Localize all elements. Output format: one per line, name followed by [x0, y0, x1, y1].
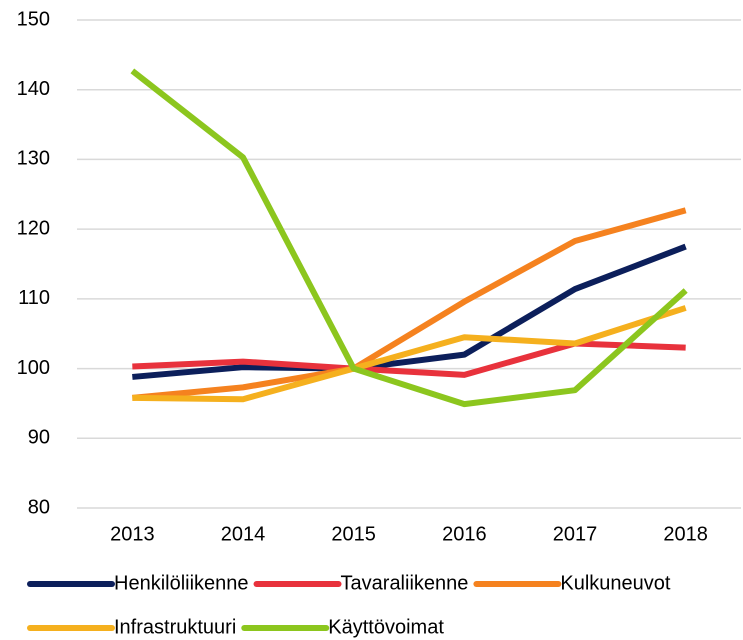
legend-label: Kulkuneuvot: [560, 572, 671, 594]
y-tick-label: 100: [17, 357, 50, 379]
y-tick-label: 90: [28, 427, 50, 449]
y-tick-label: 110: [18, 287, 50, 309]
legend-label: Tavaraliikenne: [341, 572, 469, 594]
legend-label: Infrastruktuuri: [114, 616, 236, 638]
y-tick-label: 120: [17, 217, 50, 239]
legend-label: Henkilöliikenne: [114, 572, 249, 594]
x-tick-label: 2013: [110, 523, 155, 545]
legend-label: Käyttövoimat: [328, 616, 444, 638]
series-line: [130, 68, 688, 408]
y-tick-label: 140: [17, 78, 50, 100]
x-tick-label: 2015: [331, 523, 376, 545]
y-tick-label: 150: [17, 8, 50, 30]
x-tick-label: 2017: [553, 523, 598, 545]
x-tick-label: 2018: [663, 523, 708, 545]
series-line: [132, 207, 687, 401]
y-tick-label: 130: [17, 148, 50, 170]
y-tick-label: 80: [28, 496, 50, 518]
series-line: [132, 305, 687, 403]
x-tick-label: 2014: [221, 523, 266, 545]
series-line: [132, 243, 687, 380]
x-tick-label: 2016: [442, 523, 487, 545]
series-line: [132, 340, 686, 378]
